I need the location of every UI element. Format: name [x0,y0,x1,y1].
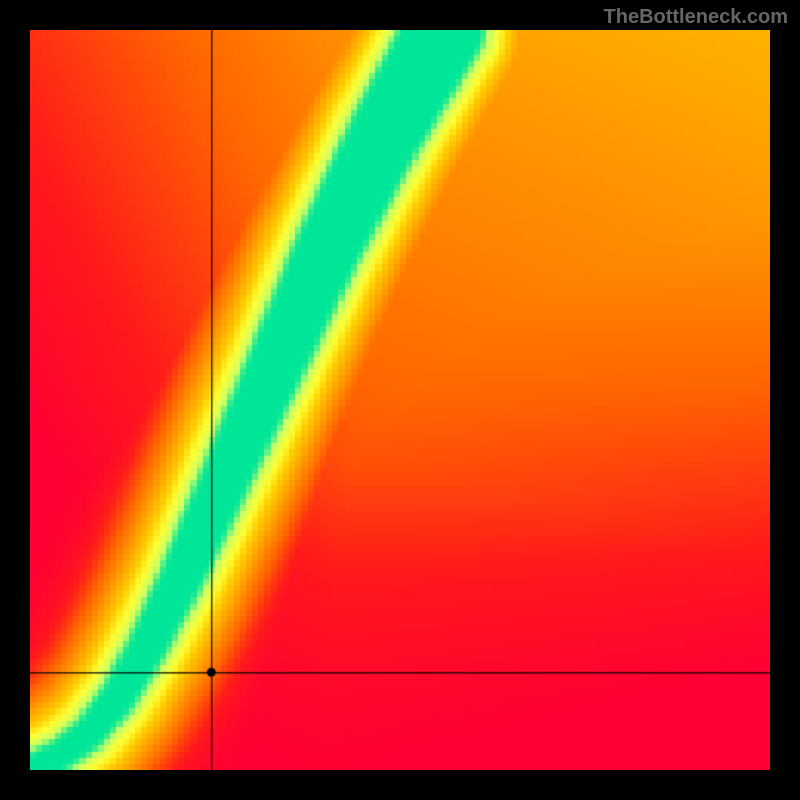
crosshair-overlay [30,30,770,770]
watermark-text: TheBottleneck.com [604,6,788,29]
heatmap-plot [30,30,770,770]
